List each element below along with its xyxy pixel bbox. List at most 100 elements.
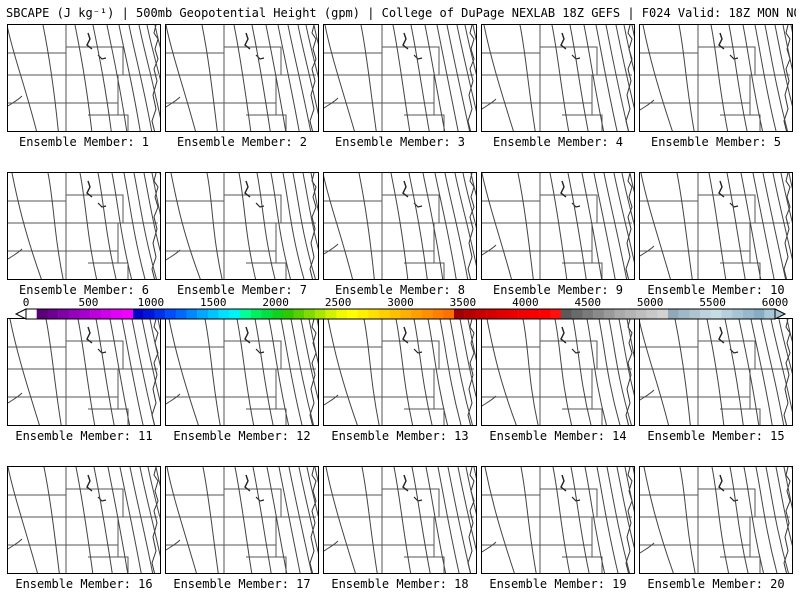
basemap-boundaries xyxy=(8,25,159,131)
colorbar-swatch xyxy=(272,309,283,319)
colorbar-swatch xyxy=(47,309,59,319)
colorbar-swatch xyxy=(218,309,230,319)
basemap-boundaries xyxy=(640,319,791,425)
map-canvas xyxy=(166,467,318,573)
basemap-boundaries xyxy=(8,467,159,573)
colorbar-swatch xyxy=(58,309,69,319)
ensemble-member-panel: Ensemble Member: 20 xyxy=(639,466,797,616)
colorbar-swatch xyxy=(79,309,91,319)
colorbar-swatch xyxy=(475,309,487,319)
ensemble-member-panel: Ensemble Member: 16 xyxy=(7,466,165,616)
height-contours xyxy=(166,173,318,279)
ensemble-member-panel: Ensemble Member: 7 xyxy=(165,172,323,322)
colorbar-tick-label: 2000 xyxy=(262,296,289,309)
colorbar-swatch xyxy=(143,309,155,319)
ensemble-member-label: Ensemble Member: 7 xyxy=(176,283,308,297)
colorbar-swatch xyxy=(518,309,530,319)
colorbar-swatch xyxy=(561,309,572,319)
ensemble-member-map xyxy=(7,466,161,574)
basemap-boundaries xyxy=(324,173,475,279)
ensemble-member-panel: Ensemble Member: 10 xyxy=(639,172,797,322)
colorbar-swatch xyxy=(36,309,48,319)
ensemble-member-map xyxy=(639,24,793,132)
ensemble-member-map xyxy=(481,466,635,574)
ensemble-member-map xyxy=(165,318,319,426)
ensemble-member-map xyxy=(165,466,319,574)
colorbar-swatch xyxy=(454,309,465,319)
map-canvas xyxy=(482,319,634,425)
ensemble-member-panel: Ensemble Member: 8 xyxy=(323,172,481,322)
colorbar-swatch xyxy=(668,309,679,319)
ensemble-member-panel: Ensemble Member: 4 xyxy=(481,24,639,174)
colorbar-swatch xyxy=(689,309,701,319)
ensemble-member-map xyxy=(7,318,161,426)
map-canvas xyxy=(324,25,476,131)
colorbar-swatch xyxy=(400,309,412,319)
ensemble-member-label: Ensemble Member: 5 xyxy=(650,135,782,149)
map-canvas xyxy=(8,25,160,131)
basemap-boundaries xyxy=(482,319,633,425)
colorbar-scale xyxy=(14,308,787,320)
colorbar-swatch xyxy=(432,309,444,319)
colorbar-tick-label: 6000 xyxy=(761,296,789,309)
ensemble-member-panel: Ensemble Member: 9 xyxy=(481,172,639,322)
ensemble-member-map xyxy=(639,318,793,426)
ensemble-member-label: Ensemble Member: 16 xyxy=(15,577,153,591)
height-contours xyxy=(640,173,792,279)
map-canvas xyxy=(482,173,634,279)
basemap-boundaries xyxy=(166,25,317,131)
ensemble-member-label: Ensemble Member: 18 xyxy=(331,577,469,591)
colorbar-swatch xyxy=(646,309,658,319)
height-contours xyxy=(324,173,476,279)
ensemble-member-map xyxy=(323,24,477,132)
colorbar-swatch xyxy=(133,309,144,319)
colorbar-swatch xyxy=(293,309,305,319)
colorbar-swatch xyxy=(90,309,102,319)
colorbar-swatch xyxy=(304,309,316,319)
colorbar-swatch xyxy=(507,309,519,319)
colorbar-swatch xyxy=(336,309,348,319)
colorbar-swatch xyxy=(635,309,647,319)
basemap-boundaries xyxy=(482,467,633,573)
colorbar-swatch xyxy=(197,309,209,319)
colorbar-tick-label: 5000 xyxy=(636,296,664,309)
colorbar-tick-label: 1500 xyxy=(200,296,227,309)
colorbar-swatch xyxy=(443,309,455,319)
colorbar-swatch xyxy=(657,309,669,319)
ensemble-member-map xyxy=(481,24,635,132)
map-canvas xyxy=(166,319,318,425)
colorbar-swatch xyxy=(528,309,540,319)
basemap-boundaries xyxy=(324,319,475,425)
colorbar-swatch xyxy=(539,309,551,319)
height-contours xyxy=(482,467,634,573)
ensemble-member-map xyxy=(639,172,793,280)
colorbar-swatch xyxy=(165,309,176,319)
colorbar-swatch xyxy=(229,309,241,319)
colorbar-tick-label: 3500 xyxy=(449,296,477,309)
ensemble-member-panel: Ensemble Member: 17 xyxy=(165,466,323,616)
colorbar-tick-label: 2500 xyxy=(324,296,352,309)
colorbar-swatch xyxy=(732,309,744,319)
ensemble-member-map xyxy=(7,24,161,132)
colorbar-swatch xyxy=(100,309,112,319)
ensemble-member-label: Ensemble Member: 11 xyxy=(15,429,153,443)
ensemble-member-map xyxy=(165,172,319,280)
height-contours xyxy=(482,25,634,131)
colorbar-swatch xyxy=(250,309,262,319)
colorbar-swatch xyxy=(614,309,626,319)
height-contours xyxy=(640,25,792,131)
colorbar-swatch xyxy=(111,309,123,319)
height-contours xyxy=(166,467,318,573)
colorbar-tick-label: 1000 xyxy=(137,296,165,309)
map-canvas xyxy=(8,173,160,279)
colorbar-swatch xyxy=(411,309,423,319)
colorbar-swatch xyxy=(154,309,166,319)
colorbar-swatch xyxy=(582,309,594,319)
ensemble-member-map xyxy=(639,466,793,574)
basemap-boundaries xyxy=(482,173,633,279)
ensemble-member-label: Ensemble Member: 20 xyxy=(647,577,785,591)
map-canvas xyxy=(166,173,318,279)
ensemble-member-label: Ensemble Member: 2 xyxy=(176,135,308,149)
ensemble-member-map xyxy=(323,318,477,426)
height-contours xyxy=(324,25,476,131)
